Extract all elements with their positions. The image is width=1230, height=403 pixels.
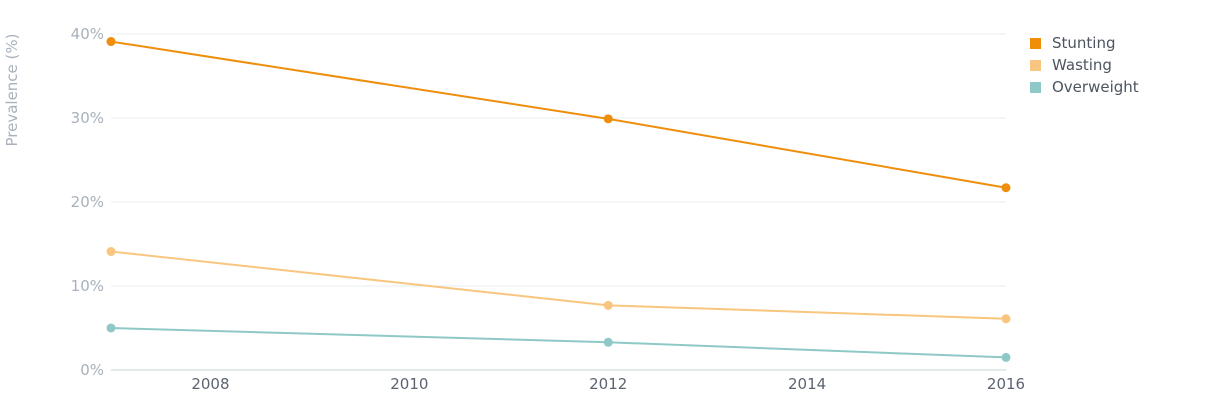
legend-swatch-overweight: [1030, 82, 1041, 93]
grid-lines: [111, 33, 1006, 287]
legend-item-wasting[interactable]: Wasting: [1030, 56, 1112, 74]
y-tick-label-1: 10%: [71, 277, 104, 295]
series: [106, 37, 1011, 362]
y-axis-label: Prevalence (%): [3, 33, 21, 146]
legend-item-overweight[interactable]: Overweight: [1030, 78, 1139, 96]
legend-label-overweight: Overweight: [1052, 78, 1139, 96]
series-line-overweight: [110, 327, 1007, 359]
x-tick-label-0: 2008: [191, 375, 229, 393]
x-tick-label-4: 2016: [987, 375, 1025, 393]
series-wasting: [106, 247, 1011, 324]
legend-swatch-wasting: [1030, 60, 1041, 71]
series-stunting: [106, 37, 1011, 193]
data-point-wasting-2007[interactable]: [106, 247, 116, 257]
data-point-stunting-2016[interactable]: [1001, 183, 1011, 193]
legend-item-stunting[interactable]: Stunting: [1030, 34, 1116, 52]
x-axis: 2008 2010 2012 2014 2016: [111, 369, 1025, 393]
data-point-wasting-2016[interactable]: [1001, 314, 1011, 324]
data-point-wasting-2012[interactable]: [603, 300, 613, 310]
data-point-overweight-2016[interactable]: [1001, 352, 1011, 362]
y-tick-label-0: 0%: [80, 361, 104, 379]
x-tick-label-2: 2012: [589, 375, 627, 393]
x-tick-label-3: 2014: [788, 375, 826, 393]
legend: Stunting Wasting Overweight: [1030, 34, 1139, 96]
series-overweight: [106, 323, 1011, 362]
legend-label-wasting: Wasting: [1052, 56, 1112, 74]
data-point-stunting-2012[interactable]: [603, 114, 613, 124]
series-line-wasting: [110, 250, 1007, 320]
y-tick-label-2: 20%: [71, 193, 104, 211]
y-tick-label-3: 30%: [71, 109, 104, 127]
y-tick-label-4: 40%: [71, 25, 104, 43]
data-point-overweight-2007[interactable]: [106, 323, 116, 333]
y-axis: 0% 10% 20% 30% 40%: [71, 25, 104, 379]
series-line-stunting: [110, 40, 1007, 189]
legend-swatch-stunting: [1030, 38, 1041, 49]
data-point-stunting-2007[interactable]: [106, 37, 116, 47]
x-tick-label-1: 2010: [390, 375, 428, 393]
data-point-overweight-2012[interactable]: [603, 337, 613, 347]
legend-label-stunting: Stunting: [1052, 34, 1116, 52]
